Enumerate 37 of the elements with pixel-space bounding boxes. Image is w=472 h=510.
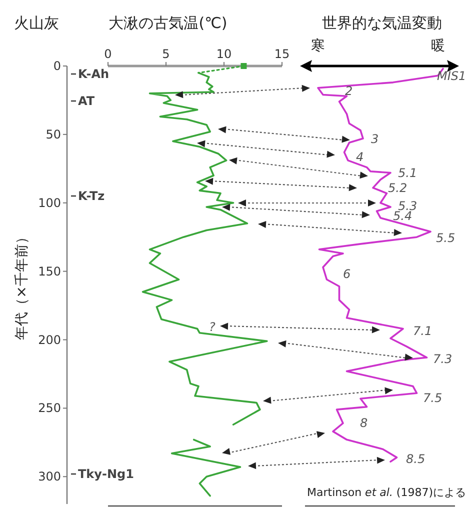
x-tick-label: 10 [216, 47, 232, 61]
chart-title: 大湫の古気温(℃) [108, 14, 228, 32]
y-tick-label: 300 [38, 470, 61, 484]
annotation: 7.3 [433, 352, 452, 366]
y-tick-label: 150 [38, 264, 61, 278]
x-tick-label: 5 [162, 47, 170, 61]
annotation: Martinson et al. (1987)による [307, 486, 466, 499]
annotation: 3 [371, 132, 379, 146]
annotation: Tky-Ng1 [78, 467, 134, 481]
text: 火山灰 [14, 14, 59, 32]
x-tick-label: 15 [274, 47, 290, 61]
y-axis-title: 年代（×千年前） [14, 230, 30, 340]
text: 寒 [311, 38, 325, 54]
text: AT [78, 94, 96, 108]
annotation: 7.1 [413, 324, 432, 338]
annotation: 5.1 [398, 166, 418, 180]
annotation: MIS1 [437, 69, 466, 83]
y-tick-label: 100 [38, 196, 61, 210]
annotation: 2 [345, 84, 353, 98]
y-tick-label: 200 [38, 332, 61, 347]
annotation: 5.4 [393, 209, 412, 223]
y-tick-label: 50 [46, 127, 61, 142]
annotation: K-Ah [78, 67, 110, 81]
annotation: 5.5 [436, 231, 456, 245]
chart-title: 世界的な気温変動 [322, 14, 442, 32]
annotation: 4 [356, 150, 364, 164]
annotation: 7.5 [423, 391, 442, 405]
annotation: 5.2 [388, 181, 408, 195]
annotation: ? [209, 320, 216, 334]
annotation: 6 [343, 267, 351, 281]
text: K-Tz [78, 189, 105, 203]
y-tick-label: 250 [38, 401, 61, 416]
text: 暖 [431, 38, 445, 54]
annotation: 8.5 [406, 452, 426, 466]
annotation: 8 [360, 416, 368, 430]
x-tick-label: 0 [104, 47, 112, 61]
y-tick-label: 0 [53, 59, 61, 73]
